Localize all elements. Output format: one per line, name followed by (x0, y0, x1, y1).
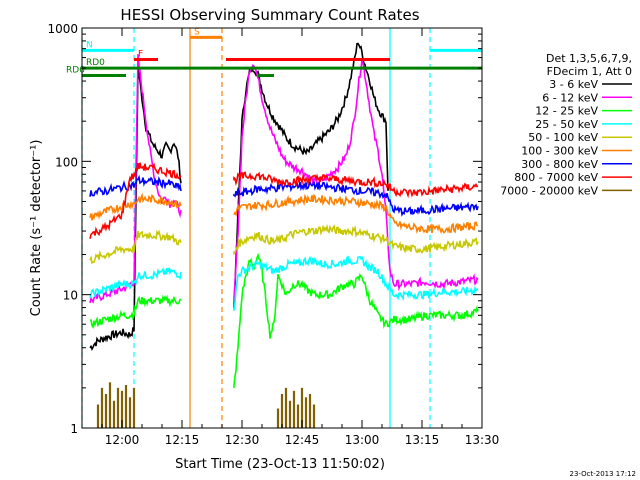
series-line-25-50-keV (89, 255, 478, 311)
flag-label-f: F (138, 50, 143, 60)
legend-label: 100 - 300 keV (521, 145, 598, 158)
flag-label-n: N (86, 40, 93, 50)
legend-label: 300 - 800 keV (521, 158, 598, 171)
y-tick-label: 1000 (47, 22, 78, 36)
legend-label: 50 - 100 keV (528, 131, 598, 144)
y-axis-label: Count Rate (s⁻¹ detector⁻¹) (29, 140, 44, 317)
legend-label: 6 - 12 keV (542, 91, 598, 104)
x-tick-label: 12:30 (225, 433, 260, 447)
legend-label: 800 - 7000 keV (514, 171, 598, 184)
legend-header: Det 1,3,5,6,7,9, (546, 52, 632, 65)
flag-label-s: S (194, 27, 200, 37)
x-axis-label: Start Time (23-Oct-13 11:50:02) (175, 457, 385, 472)
x-tick-label: 12:15 (165, 433, 200, 447)
series-line-800-7000-keV (89, 162, 479, 239)
chart-title: HESSI Observing Summary Count Rates (120, 6, 419, 24)
x-tick-label: 12:00 (105, 433, 140, 447)
legend-label: 25 - 50 keV (535, 118, 598, 131)
y-tick-label: 10 (63, 289, 78, 303)
legend: Det 1,3,5,6,7,9,FDecim 1, Att 03 - 6 keV… (500, 52, 632, 197)
y-tick-label: 1 (70, 422, 78, 436)
data-layer (81, 28, 479, 428)
series-line-6-12-keV (89, 54, 479, 304)
series-line-12-25-keV (89, 252, 479, 388)
x-tick-label: 13:00 (345, 433, 380, 447)
legend-label: 7000 - 20000 keV (500, 184, 598, 197)
series-line-300-800-keV (89, 174, 479, 217)
y-tick-label: 100 (55, 155, 78, 169)
axis-layer: 12:00 12:15 12:30 12:45 13:00 13:15 13:30 1 10 10… (47, 22, 499, 447)
series-line-100-300-keV (89, 192, 478, 235)
x-tick-label: 13:30 (465, 433, 500, 447)
series-line-50-100-keV (89, 223, 479, 265)
x-tick-label: 12:45 (285, 433, 320, 447)
x-tick-label: 13:15 (405, 433, 440, 447)
flag-label-rd6: RD6 (66, 66, 85, 76)
legend-label: 3 - 6 keV (549, 78, 598, 91)
legend-header: FDecim 1, Att 0 (547, 65, 632, 78)
timestamp-footer: 23-Oct-2013 17:12 (570, 470, 636, 478)
flag-label-rd0: RD0 (86, 58, 105, 68)
legend-label: 12 - 25 keV (535, 105, 598, 118)
